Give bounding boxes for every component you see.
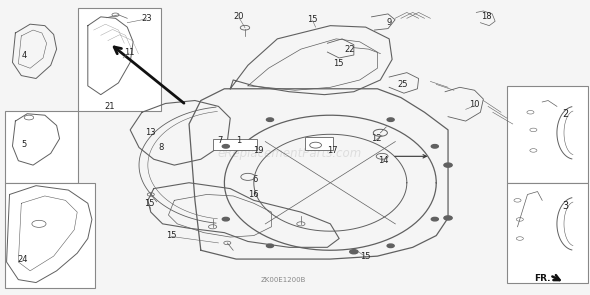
Text: 21: 21	[104, 102, 115, 111]
Text: 18: 18	[481, 12, 491, 21]
Text: 24: 24	[18, 255, 28, 263]
Text: 19: 19	[253, 146, 263, 155]
Text: 2: 2	[563, 109, 569, 119]
Bar	[78, 8, 161, 111]
Bar	[507, 86, 588, 183]
Text: 22: 22	[345, 45, 355, 54]
Text: 8: 8	[158, 143, 163, 152]
Text: 11: 11	[124, 47, 135, 57]
Circle shape	[267, 118, 274, 122]
Text: 14: 14	[378, 156, 389, 165]
Bar	[5, 183, 95, 289]
Text: 20: 20	[234, 12, 244, 21]
Circle shape	[431, 217, 438, 221]
Bar	[305, 137, 333, 150]
Text: FR.: FR.	[534, 274, 550, 283]
Text: 23: 23	[142, 14, 152, 23]
Bar	[5, 111, 78, 183]
Text: 10: 10	[469, 100, 480, 109]
Text: 16: 16	[248, 190, 259, 199]
Circle shape	[267, 244, 274, 248]
Text: 9: 9	[386, 18, 392, 27]
Circle shape	[350, 250, 358, 254]
Text: eReplacementParts.com: eReplacementParts.com	[217, 147, 361, 160]
Text: 15: 15	[144, 199, 154, 208]
Text: 15: 15	[166, 231, 176, 240]
Text: 25: 25	[398, 80, 408, 89]
Text: 15: 15	[360, 252, 371, 261]
Text: 3: 3	[563, 201, 569, 211]
Circle shape	[444, 163, 452, 167]
Circle shape	[387, 118, 394, 122]
Text: 15: 15	[333, 59, 343, 68]
Bar	[212, 139, 257, 150]
Text: 4: 4	[22, 50, 27, 60]
Text: 15: 15	[307, 15, 318, 24]
Circle shape	[444, 216, 452, 220]
Text: 13: 13	[146, 128, 156, 137]
Text: 12: 12	[371, 134, 382, 143]
Circle shape	[387, 244, 394, 248]
Text: 7: 7	[218, 136, 223, 145]
Text: 5: 5	[22, 140, 27, 149]
Text: 1: 1	[237, 136, 242, 145]
Text: 6: 6	[253, 175, 258, 184]
Text: 17: 17	[327, 146, 337, 155]
Bar	[507, 183, 588, 283]
Circle shape	[431, 145, 438, 148]
Circle shape	[222, 217, 230, 221]
Circle shape	[222, 145, 230, 148]
Text: ZK00E1200B: ZK00E1200B	[261, 277, 306, 283]
